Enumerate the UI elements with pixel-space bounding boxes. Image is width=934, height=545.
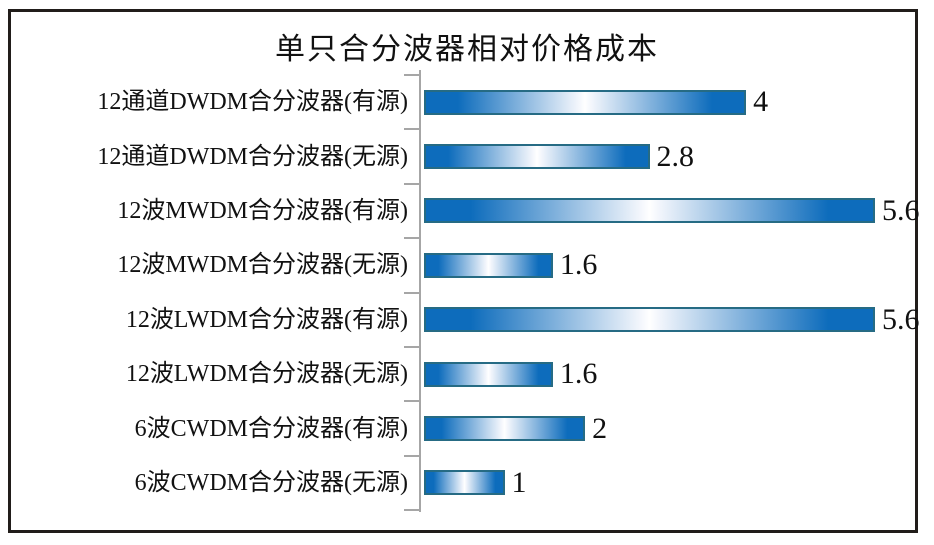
axis-tick	[404, 454, 420, 457]
category-label: 12通道DWDM合分波器(无源)	[97, 143, 408, 170]
bar-chart-rows: 12通道DWDM合分波器(有源) 4 12通道DWDM合分波器(无源) 2.8 12波M…	[0, 75, 934, 510]
chart-row: 12波LWDM合分波器(有源) 5.6	[0, 293, 934, 347]
chart-row: 12通道DWDM合分波器(有源) 4	[0, 75, 934, 129]
chart-row: 12通道DWDM合分波器(无源) 2.8	[0, 129, 934, 183]
chart-row: 12波MWDM合分波器(有源) 5.6	[0, 184, 934, 238]
value-label: 1.6	[559, 357, 598, 391]
axis-tick	[404, 509, 420, 512]
bar	[424, 89, 747, 115]
axis-tick	[404, 346, 420, 348]
axis-tick	[404, 128, 420, 131]
chart-row: 6波CWDM合分波器(无源) 1	[0, 456, 934, 510]
bar	[424, 198, 875, 224]
category-label: 12通道DWDM合分波器(有源)	[97, 89, 408, 116]
bar	[424, 361, 553, 387]
category-label: 12波LWDM合分波器(无源)	[125, 361, 408, 388]
bar	[424, 416, 586, 442]
bar	[424, 252, 553, 278]
value-label: 2.8	[656, 139, 695, 173]
chart-row: 6波CWDM合分波器(有源) 2	[0, 401, 934, 455]
value-label: 1.6	[559, 248, 598, 282]
value-label: 4	[753, 85, 769, 119]
category-axis-line	[419, 70, 421, 512]
bar	[424, 307, 875, 333]
value-label: 2	[592, 411, 608, 445]
chart-row: 12波LWDM合分波器(无源) 1.6	[0, 347, 934, 401]
category-label: 12波LWDM合分波器(有源)	[125, 306, 408, 333]
value-label: 1	[511, 465, 527, 499]
category-label: 6波CWDM合分波器(无源)	[134, 469, 408, 496]
category-label: 12波MWDM合分波器(有源)	[117, 197, 408, 224]
bar	[424, 470, 505, 496]
chart-row: 12波MWDM合分波器(无源) 1.6	[0, 238, 934, 292]
bar	[424, 144, 650, 170]
axis-tick	[404, 182, 420, 185]
chart-title: 单只合分波器相对价格成本	[275, 33, 659, 66]
axis-tick	[404, 291, 420, 294]
value-label: 5.6	[882, 302, 920, 336]
axis-tick	[404, 74, 420, 76]
axis-tick	[404, 237, 420, 240]
axis-tick	[404, 400, 420, 403]
value-label: 5.6	[882, 193, 920, 227]
category-label: 6波CWDM合分波器(有源)	[134, 415, 408, 442]
category-label: 12波MWDM合分波器(无源)	[117, 252, 408, 279]
